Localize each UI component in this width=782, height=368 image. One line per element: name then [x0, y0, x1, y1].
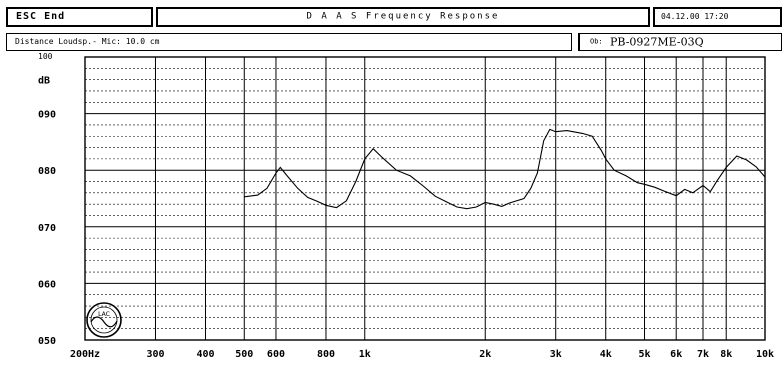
date-stamp: 04.12.00 17:20	[661, 12, 729, 21]
x-tick-label: 800	[317, 349, 335, 360]
model-number: PB-0927ME-03Q	[610, 35, 704, 49]
x-tick-label: 200Hz	[70, 349, 100, 360]
distance-text: Distance Loudsp.- Mic: 10.0 cm	[15, 37, 160, 46]
y-unit-label: dB	[38, 76, 50, 87]
date-panel: 04.12.00 17:20	[653, 7, 782, 27]
esc-end-label: ESC End	[16, 11, 66, 22]
model-panel: Ob: PB-0927ME-03Q	[578, 33, 782, 51]
x-tick-label: 4k	[600, 349, 612, 360]
x-tick-label: 500	[235, 349, 253, 360]
x-tick-label: 300	[146, 349, 164, 360]
response-curve	[244, 128, 766, 210]
model-label: Ob:	[590, 37, 603, 46]
y-top-label: 100	[38, 52, 53, 61]
x-tick-label: 8k	[720, 349, 732, 360]
logo-text: LAC	[98, 311, 110, 318]
distance-panel: Distance Loudsp.- Mic: 10.0 cm	[6, 33, 572, 51]
y-tick-label: 080	[38, 166, 56, 177]
plot-frame	[84, 56, 766, 341]
x-tick-label: 10k	[756, 349, 774, 360]
x-tick-label: 5k	[638, 349, 650, 360]
x-tick-label: 600	[267, 349, 285, 360]
esc-end-button[interactable]: ESC End	[6, 7, 153, 27]
x-tick-label: 2k	[479, 349, 491, 360]
x-tick-label: 6k	[670, 349, 682, 360]
y-tick-label: 070	[38, 223, 56, 234]
y-tick-label: 050	[38, 336, 56, 347]
x-tick-label: 1k	[359, 349, 371, 360]
x-tick-label: 400	[196, 349, 214, 360]
y-tick-label: 090	[38, 110, 56, 121]
x-tick-label: 7k	[697, 349, 709, 360]
y-tick-label: 060	[38, 279, 56, 290]
lac-logo: LAC	[86, 302, 122, 338]
app-title: D A A S Frequency Response	[306, 11, 500, 22]
x-tick-label: 3k	[550, 349, 562, 360]
title-bar: D A A S Frequency Response	[156, 7, 650, 27]
